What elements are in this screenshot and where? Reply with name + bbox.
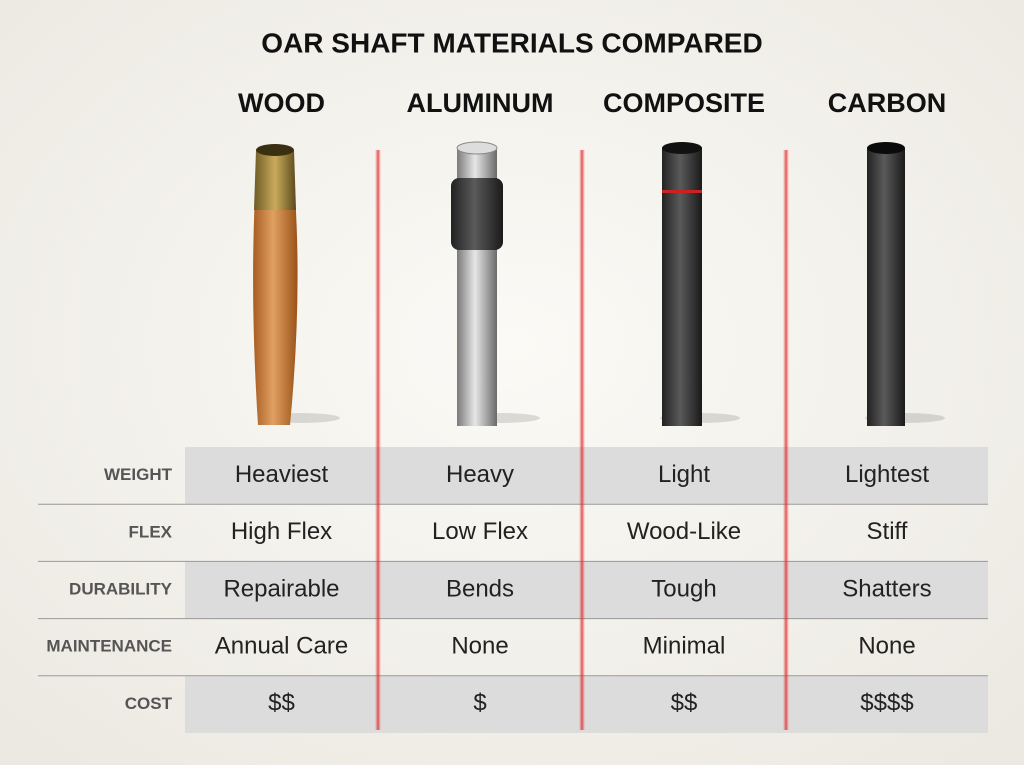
cell: Heavy [446, 461, 514, 488]
dividers [375, 150, 789, 730]
cell: Tough [651, 575, 716, 602]
cell: $$ [671, 690, 698, 717]
column-header: COMPOSITE [603, 88, 765, 118]
cell: Stiff [867, 518, 908, 545]
column-header: CARBON [828, 88, 947, 118]
row-label: COST [125, 694, 173, 713]
cell: Minimal [643, 633, 726, 660]
cell: None [451, 633, 508, 660]
row-label: MAINTENANCE [46, 637, 172, 656]
cell: $$$$ [860, 690, 913, 717]
row-label: DURABILITY [69, 579, 173, 598]
cell: High Flex [231, 518, 332, 545]
cell: Lightest [845, 461, 929, 488]
cell: Annual Care [215, 633, 348, 660]
cell: None [858, 633, 915, 660]
row-label: WEIGHT [104, 465, 173, 484]
table: WEIGHT Heaviest Heavy Light Lightest FLEX High… [38, 447, 988, 733]
row-shade [185, 675, 988, 733]
cell: Repairable [223, 575, 339, 602]
column-header: ALUMINUM [407, 88, 554, 118]
shaft-illustrations [253, 141, 945, 426]
row-label: FLEX [129, 522, 173, 541]
cell: Bends [446, 575, 514, 602]
title: OAR SHAFT MATERIALS COMPARED [261, 27, 762, 58]
column-header: WOOD [238, 88, 325, 118]
row-shade [185, 447, 988, 505]
cell: Light [658, 461, 710, 488]
cell: $ [473, 690, 486, 717]
cell: Shatters [842, 575, 931, 602]
cell: Heaviest [235, 461, 329, 488]
row-shade [185, 561, 988, 619]
cell: Wood-Like [627, 518, 741, 545]
cell: Low Flex [432, 518, 528, 545]
cell: $$ [268, 690, 295, 717]
